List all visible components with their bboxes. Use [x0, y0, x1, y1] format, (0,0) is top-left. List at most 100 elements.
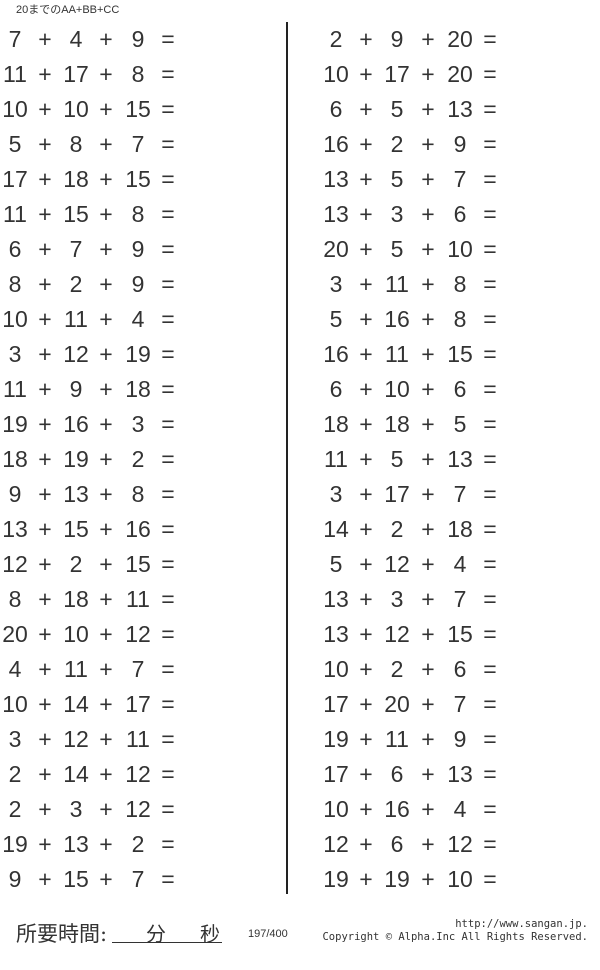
plus-sign: +	[421, 586, 435, 612]
plus-sign: +	[38, 481, 52, 507]
operand-b: 3	[390, 586, 404, 612]
plus-sign: +	[421, 61, 435, 87]
operand-a: 11	[3, 61, 27, 87]
plus-sign: +	[359, 166, 373, 192]
plus-sign: +	[421, 656, 435, 682]
operand-c: 10	[447, 236, 473, 262]
operand-b: 11	[64, 306, 88, 332]
operand-b: 5	[390, 236, 404, 262]
operand-a: 10	[2, 691, 28, 717]
time-required-field[interactable]: 分 秒	[112, 916, 222, 946]
operand-a: 17	[323, 691, 349, 717]
equals-sign: =	[161, 516, 175, 542]
operand-c: 15	[447, 341, 473, 367]
operand-c: 7	[453, 586, 467, 612]
operand-c: 7	[131, 866, 145, 892]
operand-c: 18	[125, 376, 151, 402]
minutes-label: 分	[146, 922, 166, 946]
plus-sign: +	[359, 26, 373, 52]
plus-sign: +	[421, 411, 435, 437]
operand-b: 14	[63, 691, 89, 717]
plus-sign: +	[421, 831, 435, 857]
equals-sign: =	[161, 551, 175, 577]
plus-sign: +	[359, 481, 373, 507]
operand-b: 15	[63, 866, 89, 892]
operand-c: 4	[131, 306, 145, 332]
plus-sign: +	[38, 96, 52, 122]
operand-c: 19	[125, 341, 151, 367]
plus-sign: +	[421, 131, 435, 157]
equals-sign: =	[483, 446, 497, 472]
equals-sign: =	[161, 621, 175, 647]
equals-sign: =	[161, 236, 175, 262]
operand-a: 3	[8, 726, 22, 752]
plus-sign: +	[359, 761, 373, 787]
plus-sign: +	[359, 446, 373, 472]
operand-b: 18	[63, 166, 89, 192]
plus-sign: +	[359, 656, 373, 682]
plus-sign: +	[99, 551, 113, 577]
equals-sign: =	[161, 656, 175, 682]
equals-sign: =	[483, 341, 497, 367]
operand-b: 12	[384, 551, 410, 577]
plus-sign: +	[421, 341, 435, 367]
plus-sign: +	[421, 96, 435, 122]
equals-sign: =	[161, 446, 175, 472]
operand-c: 12	[125, 761, 151, 787]
operand-a: 13	[323, 201, 349, 227]
operand-a: 13	[323, 166, 349, 192]
operand-a: 2	[8, 796, 22, 822]
operand-c: 7	[453, 481, 467, 507]
operand-c: 8	[131, 61, 145, 87]
plus-sign: +	[38, 621, 52, 647]
plus-sign: +	[359, 726, 373, 752]
operand-b: 19	[63, 446, 89, 472]
plus-sign: +	[38, 341, 52, 367]
operand-b: 13	[63, 481, 89, 507]
plus-sign: +	[38, 26, 52, 52]
operand-a: 14	[323, 516, 349, 542]
equals-sign: =	[483, 481, 497, 507]
plus-sign: +	[421, 446, 435, 472]
equals-sign: =	[483, 586, 497, 612]
operand-b: 11	[64, 656, 88, 682]
operand-c: 6	[453, 201, 467, 227]
page-number: 197/400	[248, 928, 288, 940]
plus-sign: +	[421, 236, 435, 262]
plus-sign: +	[99, 201, 113, 227]
operand-b: 5	[390, 96, 404, 122]
operand-a: 10	[323, 656, 349, 682]
plus-sign: +	[38, 271, 52, 297]
plus-sign: +	[359, 691, 373, 717]
equals-sign: =	[483, 726, 497, 752]
operand-b: 2	[390, 516, 404, 542]
plus-sign: +	[359, 376, 373, 402]
plus-sign: +	[359, 271, 373, 297]
operand-a: 8	[8, 271, 22, 297]
operand-c: 12	[447, 831, 473, 857]
plus-sign: +	[38, 551, 52, 577]
plus-sign: +	[38, 761, 52, 787]
plus-sign: +	[99, 446, 113, 472]
equals-sign: =	[161, 481, 175, 507]
operand-a: 7	[8, 26, 22, 52]
plus-sign: +	[421, 866, 435, 892]
plus-sign: +	[38, 131, 52, 157]
operand-c: 5	[453, 411, 467, 437]
plus-sign: +	[99, 271, 113, 297]
operand-a: 13	[2, 516, 28, 542]
operand-b: 10	[63, 96, 89, 122]
operand-b: 10	[384, 376, 410, 402]
plus-sign: +	[359, 866, 373, 892]
equals-sign: =	[483, 236, 497, 262]
plus-sign: +	[38, 796, 52, 822]
plus-sign: +	[359, 586, 373, 612]
plus-sign: +	[99, 376, 113, 402]
plus-sign: +	[38, 166, 52, 192]
operand-b: 11	[385, 341, 409, 367]
plus-sign: +	[421, 481, 435, 507]
operand-c: 10	[447, 866, 473, 892]
equals-sign: =	[483, 691, 497, 717]
plus-sign: +	[99, 726, 113, 752]
worksheet-title: 20までのAA+BB+CC	[16, 4, 120, 16]
